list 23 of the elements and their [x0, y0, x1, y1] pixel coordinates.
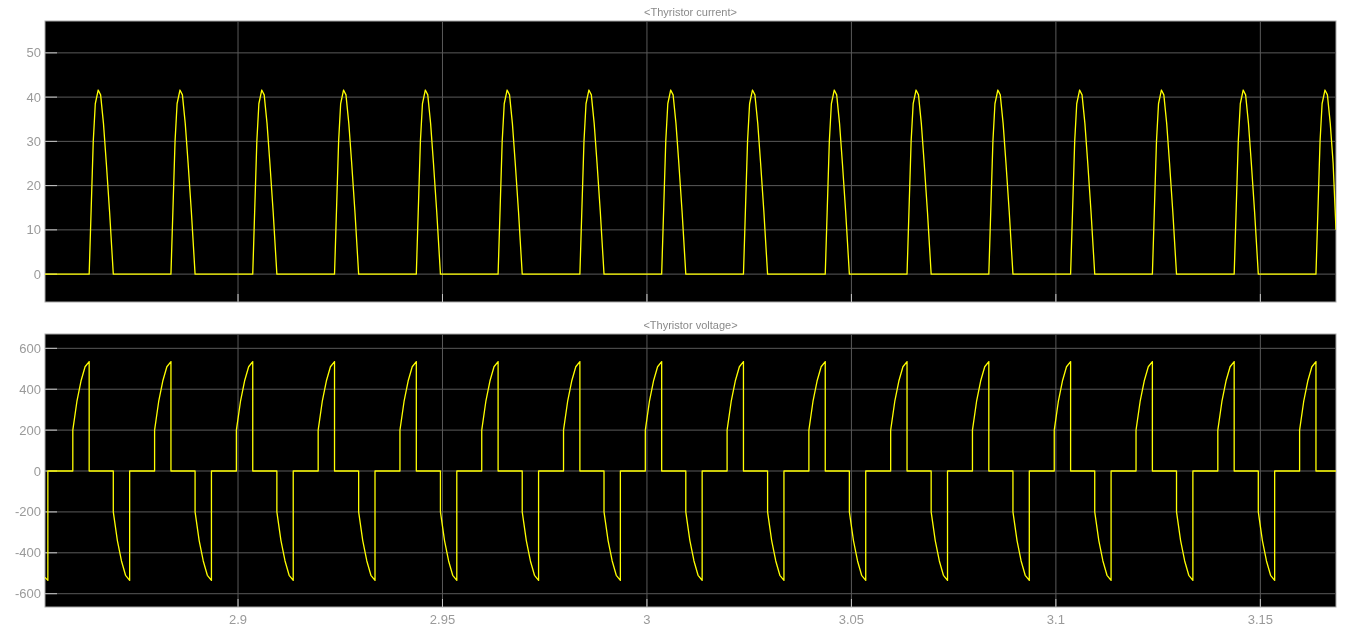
y-tick-label: 200 [19, 422, 41, 438]
y-tick-label: 30 [26, 133, 41, 149]
y-tick-label: 0 [33, 463, 41, 479]
y-tick-label: 0 [33, 266, 41, 282]
x-tick-label: 2.9 [228, 612, 248, 627]
y-tick-label: 600 [19, 340, 41, 356]
y-tick-label: -400 [14, 545, 41, 561]
y-tick-label: 40 [26, 89, 41, 105]
chart-title: <Thyristor voltage> [643, 319, 738, 331]
chart-title: <Thyristor current> [644, 6, 737, 18]
y-tick-label: 20 [26, 178, 41, 194]
x-tick-label: 3.05 [838, 612, 865, 627]
x-tick-label: 3.15 [1247, 612, 1273, 627]
y-tick-label: -200 [14, 504, 41, 520]
x-tick-label: 2.95 [429, 612, 456, 627]
y-tick-label: 400 [19, 381, 41, 397]
x-tick-label: 3 [643, 612, 651, 627]
x-tick-label: 3.1 [1046, 612, 1065, 627]
y-tick-label: 50 [26, 45, 41, 61]
line-series [45, 360, 1336, 582]
y-tick-label: 10 [26, 222, 41, 238]
y-tick-label: -600 [14, 586, 41, 602]
line-series [45, 89, 1336, 275]
